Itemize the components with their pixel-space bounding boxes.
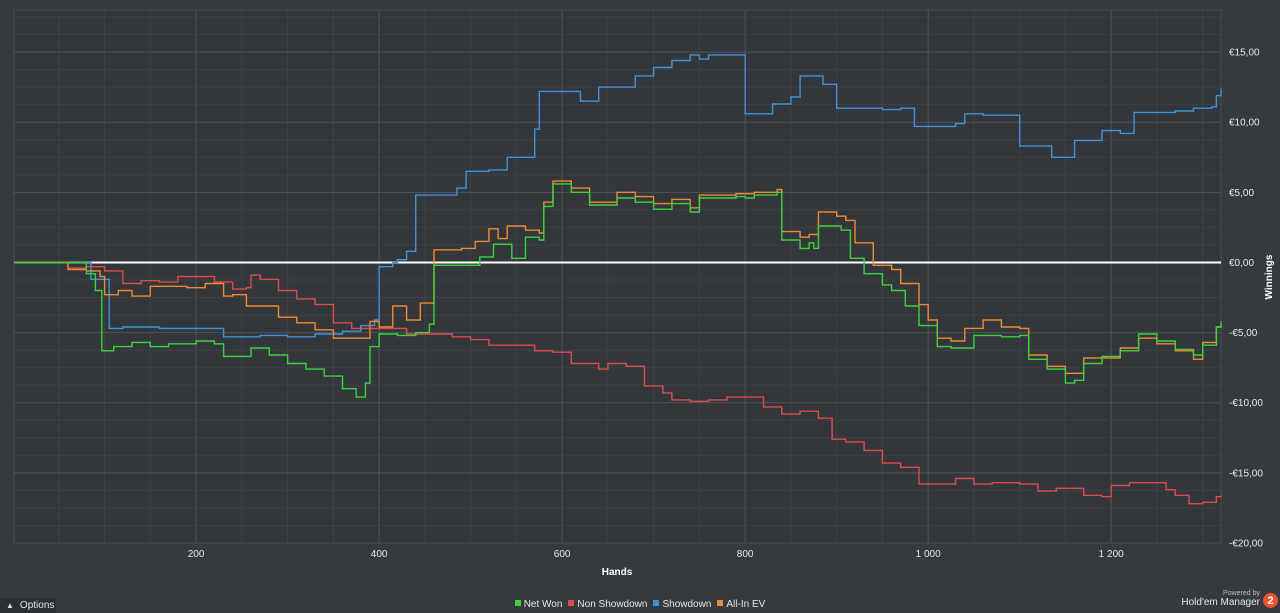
y-tick-label: -€15,00: [1229, 468, 1263, 479]
x-tick-labels: 200 400 600 800 1 000 1 200: [188, 549, 1124, 560]
series-line-showdown: [14, 54, 1222, 338]
plot-border: [13, 9, 1222, 544]
options-label: Options: [19, 600, 55, 611]
y-tick-label: €0,00: [1229, 258, 1254, 269]
legend-swatch: [653, 600, 660, 607]
y-tick-label: -€5,00: [1229, 328, 1258, 339]
x-tick-label: 200: [188, 549, 205, 560]
powered-by-text: Powered by: [1223, 590, 1260, 597]
legend-item[interactable]: Showdown: [653, 599, 711, 610]
legend-label: All-In EV: [726, 599, 766, 610]
y-tick-label: €15,00: [1229, 48, 1260, 59]
series-lines: [14, 54, 1222, 505]
series-line-all-in-ev: [14, 180, 1222, 374]
legend-swatch: [717, 600, 724, 607]
product-name: Hold'em Manager: [1181, 597, 1260, 608]
legend-label: Non Showdown: [577, 599, 648, 610]
y-tick-label: €5,00: [1229, 188, 1254, 199]
options-button[interactable]: ▲ Options: [0, 598, 56, 613]
y-tick-label: -€10,00: [1229, 398, 1263, 409]
x-tick-label: 1 200: [1099, 549, 1124, 560]
x-tick-label: 400: [371, 549, 388, 560]
legend-label: Showdown: [662, 599, 712, 610]
legend-item[interactable]: All-In EV: [717, 599, 765, 610]
y-axis-title: Winnings: [1264, 254, 1275, 299]
grid-lines: [13, 9, 1222, 544]
brand: Powered by Hold'em Manager 2: [1181, 590, 1278, 608]
x-tick-label: 600: [554, 549, 571, 560]
x-axis-title: Hands: [602, 567, 633, 578]
series-line-net-won: [14, 183, 1222, 398]
x-tick-label: 800: [737, 549, 754, 560]
legend-swatch: [568, 600, 575, 607]
legend: Net Won Non Showdown Showdown All-In EV: [0, 599, 1280, 610]
x-tick-label: 1 000: [916, 549, 941, 560]
legend-label: Net Won: [523, 599, 563, 610]
y-tick-labels: €15,00 €10,00 €5,00 €0,00 -€5,00 -€10,00 -€15,…: [1229, 48, 1263, 550]
y-tick-label: -€20,00: [1229, 539, 1263, 550]
series-line-non-showdown: [14, 261, 1222, 505]
legend-swatch: [514, 600, 521, 607]
legend-item[interactable]: Non Showdown: [568, 599, 647, 610]
holdem-manager-logo-icon: 2: [1263, 593, 1278, 608]
y-tick-label: €10,00: [1229, 118, 1260, 129]
chevron-up-icon: ▲: [6, 601, 14, 610]
legend-item[interactable]: Net Won: [514, 599, 563, 610]
